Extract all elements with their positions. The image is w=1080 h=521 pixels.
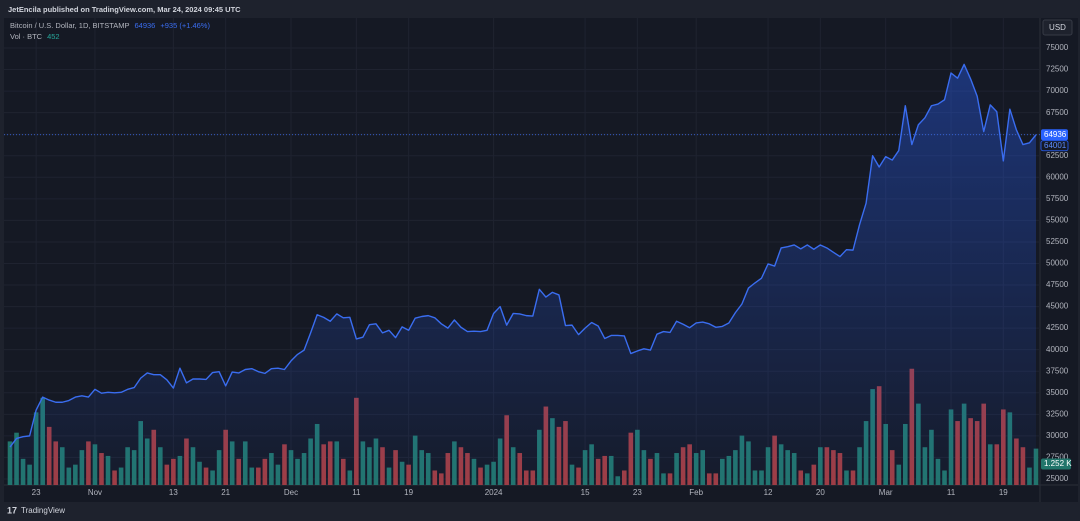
price-area: [10, 64, 1036, 485]
last-price-label: 64936: [1044, 130, 1067, 139]
x-tick-label: 11: [947, 488, 956, 497]
y-tick-label: 35000: [1046, 388, 1069, 397]
currency-box[interactable]: [1042, 19, 1073, 36]
x-tick-label: 19: [404, 488, 413, 497]
y-tick-label: 72500: [1046, 65, 1069, 74]
currency[interactable]: USD: [1049, 23, 1066, 32]
y-tick-label: 40000: [1046, 345, 1069, 354]
volume-legend: Vol · BTC 452: [10, 32, 65, 41]
y-tick-label: 50000: [1046, 259, 1069, 268]
y-tick-label: 27500: [1046, 453, 1069, 462]
volume-title: Vol · BTC: [10, 32, 43, 41]
y-tick-label: 37500: [1046, 366, 1069, 375]
x-tick-label: Mar: [879, 488, 893, 497]
x-tick-label: 21: [221, 488, 230, 497]
brand: TradingView: [21, 506, 65, 515]
prev-close-box: [1040, 140, 1069, 152]
y-tick-label: 67500: [1046, 108, 1069, 117]
y-tick-label: 70000: [1046, 86, 1069, 95]
prev-close-label: 64001: [1044, 141, 1067, 150]
y-tick-label: 47500: [1046, 280, 1069, 289]
legend-change: +935 (+1.46%): [160, 21, 210, 30]
x-tick-label: 12: [764, 488, 773, 497]
y-tick-label: 75000: [1046, 43, 1069, 52]
x-tick-label: 23: [633, 488, 642, 497]
x-tick-label: 20: [816, 488, 825, 497]
x-tick-label: 2024: [485, 488, 503, 497]
y-tick-label: 30000: [1046, 431, 1069, 440]
svg-text:17: 17: [7, 505, 17, 515]
x-tick-label: 15: [581, 488, 590, 497]
volume-label: 1.252 K: [1044, 459, 1072, 468]
x-tick-label: 13: [169, 488, 178, 497]
x-tick-label: 11: [352, 488, 361, 497]
y-tick-label: 32500: [1046, 409, 1069, 418]
y-tick-label: 55000: [1046, 216, 1069, 225]
y-tick-label: 57500: [1046, 194, 1069, 203]
brand-logo: 17: [7, 505, 17, 515]
legend: Bitcoin / U.S. Dollar, 1D, BITSTAMP 64936…: [10, 21, 215, 30]
symbol-title: Bitcoin / U.S. Dollar, 1D, BITSTAMP: [10, 21, 130, 30]
y-tick-label: 62500: [1046, 151, 1069, 160]
x-tick-label: 23: [32, 488, 41, 497]
y-tick-label: 60000: [1046, 172, 1069, 181]
price-line: [9, 63, 1037, 448]
legend-price: 64936: [134, 21, 156, 30]
attribution: JetEncila published on TradingView.com, …: [8, 5, 241, 14]
y-tick-label: 42500: [1046, 323, 1069, 332]
last-price-box: [1041, 129, 1068, 141]
x-tick-label: Dec: [284, 488, 298, 497]
y-tick-label: 45000: [1046, 302, 1069, 311]
volume-legend-value: 452: [47, 32, 60, 41]
volume-label-box: [1041, 458, 1071, 470]
y-tick-label: 25000: [1046, 474, 1069, 483]
x-tick-label: 19: [999, 488, 1008, 497]
y-tick-label: 52500: [1046, 237, 1069, 246]
x-tick-label: Nov: [88, 488, 102, 497]
x-tick-label: Feb: [689, 488, 703, 497]
